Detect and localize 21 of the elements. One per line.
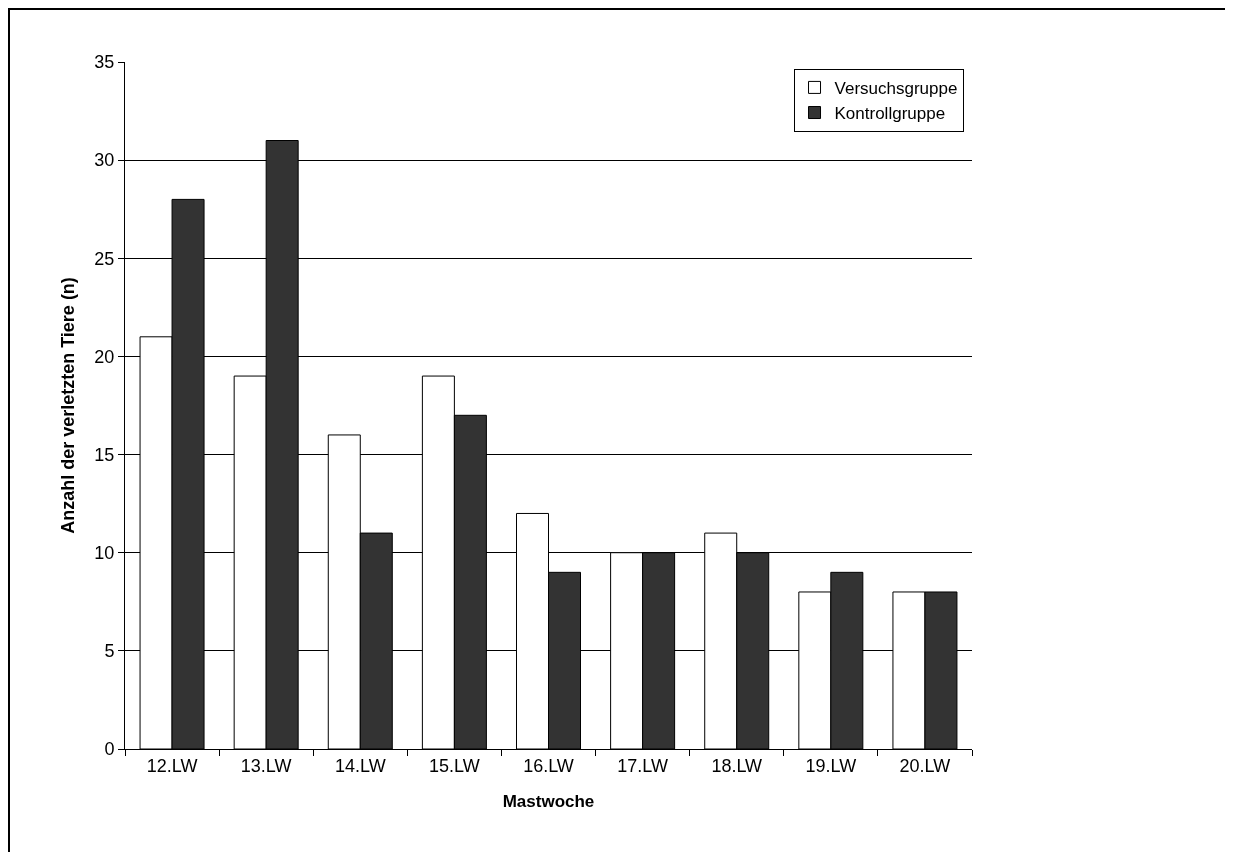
- x-tick-label: 20.LW: [899, 755, 951, 776]
- y-tick-label: 35: [94, 52, 115, 73]
- y-tick-label: 10: [94, 543, 115, 564]
- y-tick-label: 5: [104, 641, 115, 662]
- y-tick-label: 15: [94, 444, 115, 465]
- x-tick-label: 12.LW: [146, 755, 198, 776]
- y-tick-label: 0: [104, 739, 115, 760]
- x-tick-label: 17.LW: [617, 755, 668, 776]
- y-tick-label: 30: [94, 150, 115, 171]
- x-axis-title: Mastwoche: [502, 792, 595, 811]
- x-tick-label: 13.LW: [240, 755, 292, 776]
- y-axis-title: Anzahl der verletzten Tiere (n): [57, 277, 78, 534]
- x-tick-label: 18.LW: [711, 755, 763, 776]
- x-tick-label: 14.LW: [334, 755, 386, 776]
- x-tick-label: 16.LW: [523, 755, 574, 776]
- legend-label: Versuchsgruppe: [834, 79, 958, 99]
- legend-label: Kontrollgruppe: [834, 104, 946, 124]
- x-tick-label: 15.LW: [429, 755, 480, 776]
- x-tick-label: 19.LW: [805, 755, 857, 776]
- y-tick-label: 20: [94, 346, 115, 367]
- y-tick-label: 25: [94, 248, 115, 269]
